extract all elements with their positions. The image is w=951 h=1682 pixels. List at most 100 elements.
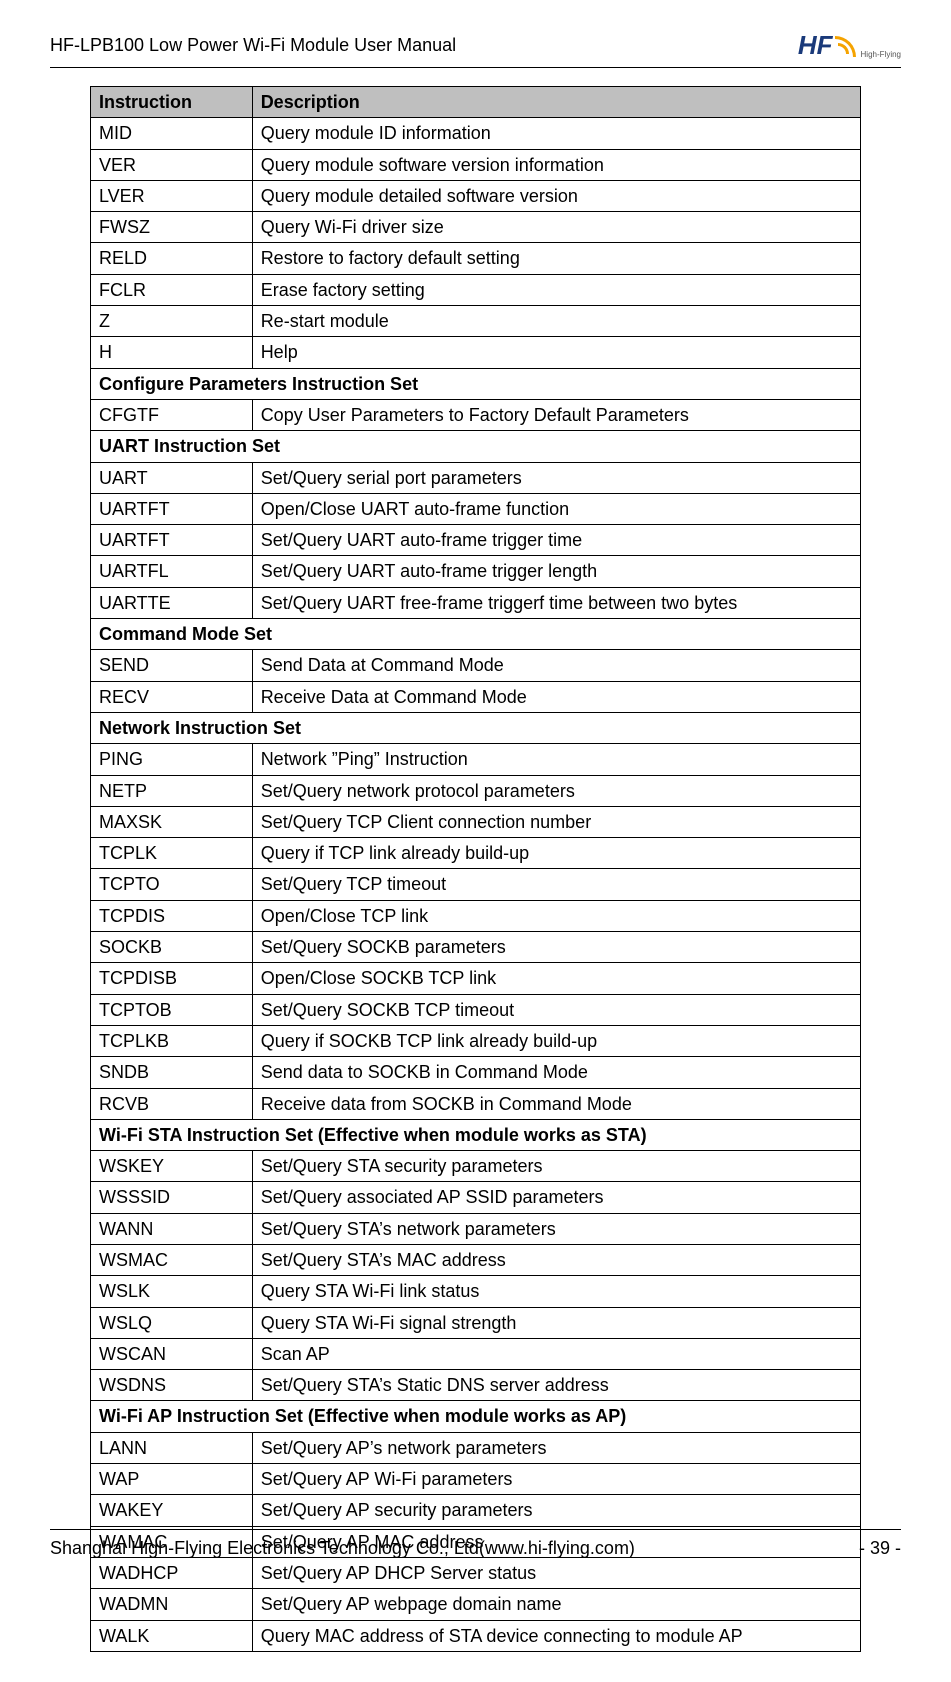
table-row: TCPDISBOpen/Close SOCKB TCP link — [91, 963, 861, 994]
table-row: WSLKQuery STA Wi-Fi link status — [91, 1276, 861, 1307]
instruction-table: InstructionDescriptionMIDQuery module ID… — [90, 86, 861, 1652]
table-row: RELDRestore to factory default setting — [91, 243, 861, 274]
description-cell: Restore to factory default setting — [252, 243, 860, 274]
table-row: WSCANScan AP — [91, 1338, 861, 1369]
instruction-cell: TCPTO — [91, 869, 253, 900]
table-row: TCPLKBQuery if SOCKB TCP link already bu… — [91, 1025, 861, 1056]
instruction-cell: RCVB — [91, 1088, 253, 1119]
description-cell: Query if TCP link already build-up — [252, 838, 860, 869]
section-cell: UART Instruction Set — [91, 431, 861, 462]
description-cell: Query module software version informatio… — [252, 149, 860, 180]
table-row: WSLQQuery STA Wi-Fi signal strength — [91, 1307, 861, 1338]
table-row: UART Instruction Set — [91, 431, 861, 462]
table-row: TCPTOSet/Query TCP timeout — [91, 869, 861, 900]
description-cell: Description — [252, 87, 860, 118]
description-cell: Set/Query TCP timeout — [252, 869, 860, 900]
table-row: VERQuery module software version informa… — [91, 149, 861, 180]
instruction-cell: WSLQ — [91, 1307, 253, 1338]
instruction-cell: TCPTOB — [91, 994, 253, 1025]
instruction-cell: WSKEY — [91, 1151, 253, 1182]
table-row: WANNSet/Query STA’s network parameters — [91, 1213, 861, 1244]
instruction-cell: WSMAC — [91, 1244, 253, 1275]
footer-right: - 39 - — [859, 1538, 901, 1559]
instruction-cell: MID — [91, 118, 253, 149]
table-row: WSDNSSet/Query STA’s Static DNS server a… — [91, 1370, 861, 1401]
table-row: UARTTESet/Query UART free-frame triggerf… — [91, 587, 861, 618]
description-cell: Set/Query AP DHCP Server status — [252, 1557, 860, 1588]
instruction-cell: Z — [91, 306, 253, 337]
description-cell: Set/Query network protocol parameters — [252, 775, 860, 806]
instruction-cell: TCPLK — [91, 838, 253, 869]
description-cell: Copy User Parameters to Factory Default … — [252, 399, 860, 430]
wifi-icon — [835, 35, 857, 57]
instruction-cell: H — [91, 337, 253, 368]
table-row: WADHCPSet/Query AP DHCP Server status — [91, 1557, 861, 1588]
description-cell: Query MAC address of STA device connecti… — [252, 1620, 860, 1651]
table-row: LANNSet/Query AP’s network parameters — [91, 1432, 861, 1463]
table-row: UARTFLSet/Query UART auto-frame trigger … — [91, 556, 861, 587]
table-row: Network Instruction Set — [91, 712, 861, 743]
description-cell: Send Data at Command Mode — [252, 650, 860, 681]
table-row: MAXSKSet/Query TCP Client connection num… — [91, 806, 861, 837]
instruction-cell: TCPDISB — [91, 963, 253, 994]
description-cell: Set/Query STA’s network parameters — [252, 1213, 860, 1244]
instruction-cell: UARTFT — [91, 493, 253, 524]
table-row: UARTFTOpen/Close UART auto-frame functio… — [91, 493, 861, 524]
table-row: WSMACSet/Query STA’s MAC address — [91, 1244, 861, 1275]
description-cell: Receive data from SOCKB in Command Mode — [252, 1088, 860, 1119]
instruction-cell: WANN — [91, 1213, 253, 1244]
instruction-cell: UARTTE — [91, 587, 253, 618]
description-cell: Re-start module — [252, 306, 860, 337]
section-cell: Wi-Fi AP Instruction Set (Effective when… — [91, 1401, 861, 1432]
section-cell: Configure Parameters Instruction Set — [91, 368, 861, 399]
table-row: SENDSend Data at Command Mode — [91, 650, 861, 681]
instruction-cell: LANN — [91, 1432, 253, 1463]
description-cell: Set/Query UART free-frame triggerf time … — [252, 587, 860, 618]
description-cell: Set/Query UART auto-frame trigger length — [252, 556, 860, 587]
table-row: Command Mode Set — [91, 619, 861, 650]
logo: HF High-Flying — [798, 30, 901, 61]
table-row: RCVBReceive data from SOCKB in Command M… — [91, 1088, 861, 1119]
table-row: FCLRErase factory setting — [91, 274, 861, 305]
instruction-cell: WAP — [91, 1464, 253, 1495]
description-cell: Set/Query SOCKB parameters — [252, 932, 860, 963]
table-row: PINGNetwork ”Ping” Instruction — [91, 744, 861, 775]
description-cell: Scan AP — [252, 1338, 860, 1369]
description-cell: Erase factory setting — [252, 274, 860, 305]
instruction-cell: WSLK — [91, 1276, 253, 1307]
instruction-cell: WSDNS — [91, 1370, 253, 1401]
instruction-cell: Instruction — [91, 87, 253, 118]
instruction-cell: WALK — [91, 1620, 253, 1651]
description-cell: Set/Query associated AP SSID parameters — [252, 1182, 860, 1213]
instruction-cell: WADMN — [91, 1589, 253, 1620]
table-row: WSSSIDSet/Query associated AP SSID param… — [91, 1182, 861, 1213]
section-cell: Command Mode Set — [91, 619, 861, 650]
description-cell: Query STA Wi-Fi link status — [252, 1276, 860, 1307]
table-row: InstructionDescription — [91, 87, 861, 118]
description-cell: Set/Query STA’s Static DNS server addres… — [252, 1370, 860, 1401]
table-row: MIDQuery module ID information — [91, 118, 861, 149]
instruction-cell: SOCKB — [91, 932, 253, 963]
instruction-cell: UARTFT — [91, 525, 253, 556]
description-cell: Open/Close SOCKB TCP link — [252, 963, 860, 994]
description-cell: Receive Data at Command Mode — [252, 681, 860, 712]
instruction-cell: WADHCP — [91, 1557, 253, 1588]
page-header: HF-LPB100 Low Power Wi-Fi Module User Ma… — [50, 30, 901, 68]
table-row: WADMNSet/Query AP webpage domain name — [91, 1589, 861, 1620]
description-cell: Set/Query TCP Client connection number — [252, 806, 860, 837]
instruction-cell: MAXSK — [91, 806, 253, 837]
description-cell: Set/Query AP Wi-Fi parameters — [252, 1464, 860, 1495]
instruction-cell: PING — [91, 744, 253, 775]
table-row: TCPLKQuery if TCP link already build-up — [91, 838, 861, 869]
page-footer: Shanghai High-Flying Electronics Technol… — [50, 1529, 901, 1559]
table-row: CFGTFCopy User Parameters to Factory Def… — [91, 399, 861, 430]
instruction-cell: TCPLKB — [91, 1025, 253, 1056]
instruction-cell: WSCAN — [91, 1338, 253, 1369]
description-cell: Network ”Ping” Instruction — [252, 744, 860, 775]
table-row: RECVReceive Data at Command Mode — [91, 681, 861, 712]
description-cell: Set/Query AP webpage domain name — [252, 1589, 860, 1620]
description-cell: Set/Query serial port parameters — [252, 462, 860, 493]
description-cell: Set/Query UART auto-frame trigger time — [252, 525, 860, 556]
table-row: UARTSet/Query serial port parameters — [91, 462, 861, 493]
description-cell: Query Wi-Fi driver size — [252, 212, 860, 243]
